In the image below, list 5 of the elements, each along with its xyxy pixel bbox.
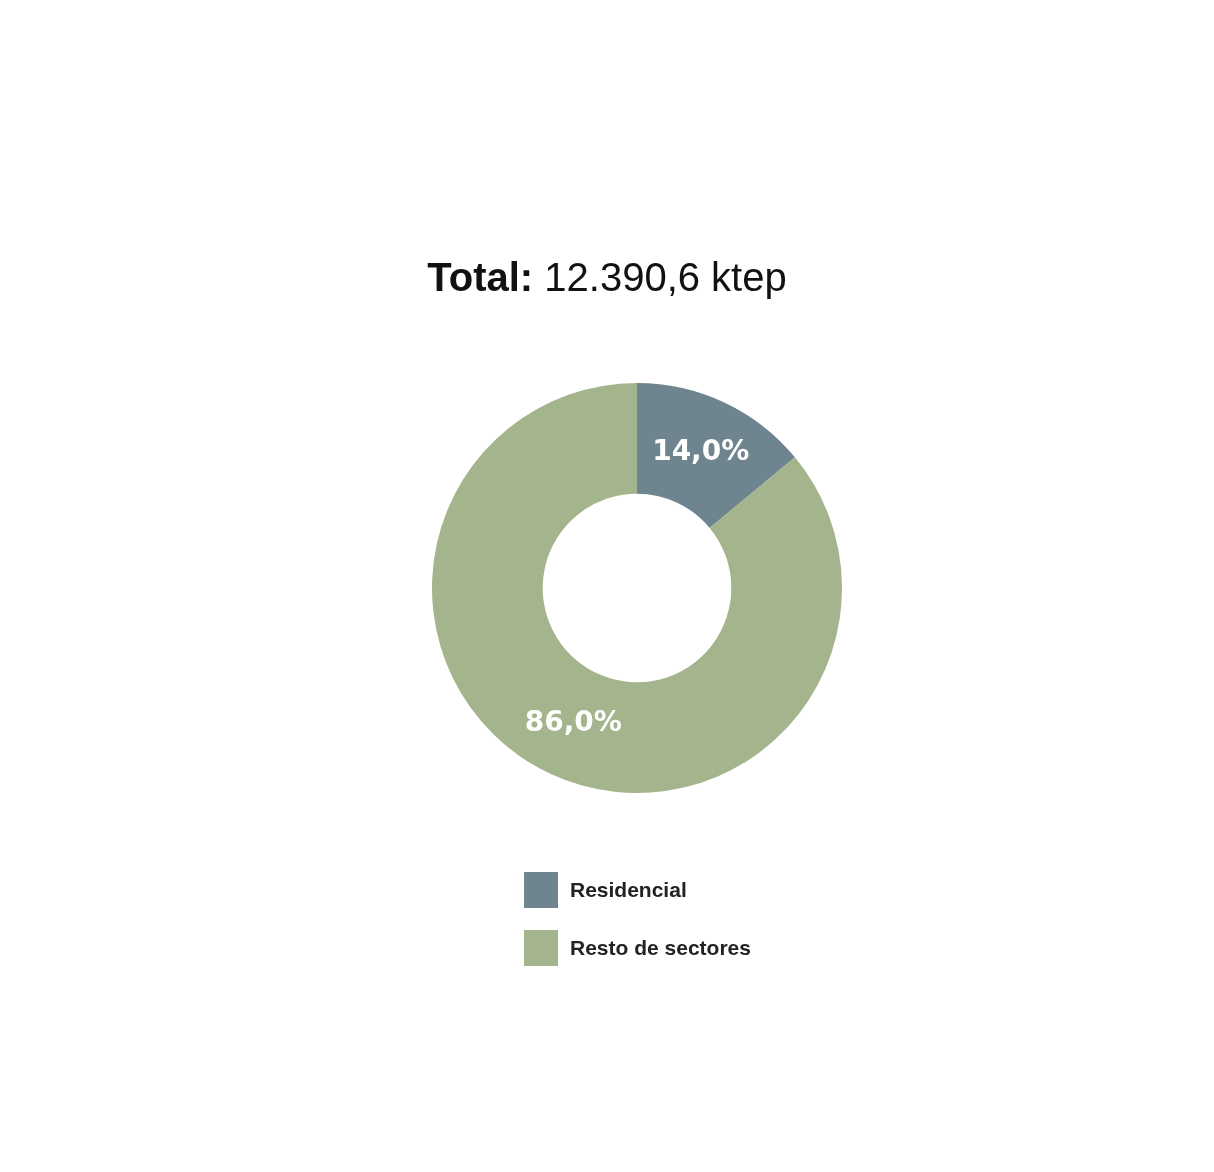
chart-title: Total: 12.390,6 ktep — [426, 255, 788, 300]
legend-label: Residencial — [570, 878, 687, 902]
data-label: 86,0% — [524, 704, 622, 738]
legend-label: Resto de sectores — [570, 936, 751, 960]
data-label: 14,0% — [652, 433, 750, 467]
